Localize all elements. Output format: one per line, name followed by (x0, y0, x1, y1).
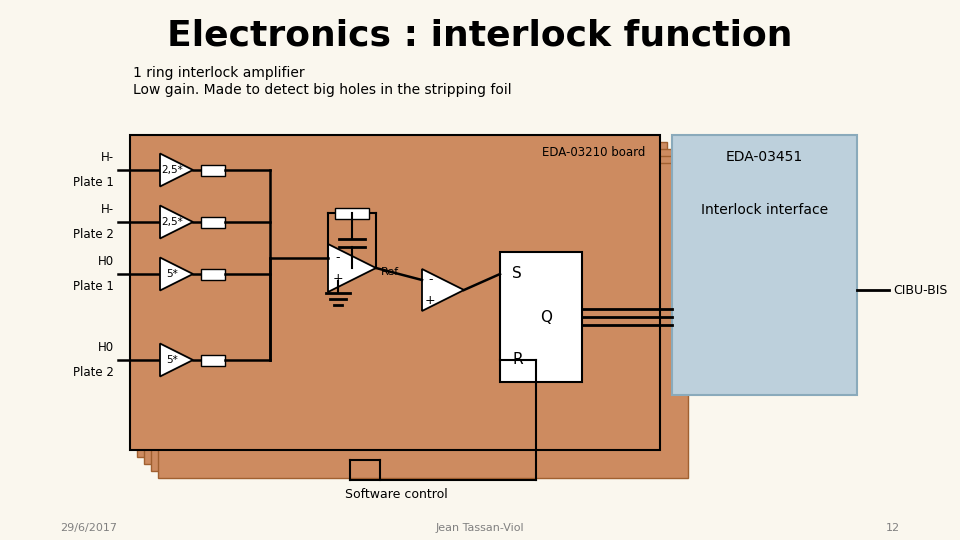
Text: Interlock interface: Interlock interface (701, 203, 828, 217)
Text: -: - (335, 252, 340, 265)
Bar (672, 135, 857, 395)
Text: Low gain. Made to detect big holes in the stripping foil: Low gain. Made to detect big holes in th… (133, 83, 512, 97)
Bar (158, 163, 688, 478)
Bar (144, 149, 674, 464)
Polygon shape (160, 206, 193, 239)
Text: Plate 1: Plate 1 (73, 176, 114, 189)
Polygon shape (160, 153, 193, 186)
Text: +: + (425, 294, 436, 307)
Text: 2,5*: 2,5* (161, 165, 183, 175)
Text: EDA-03451: EDA-03451 (726, 150, 804, 164)
Text: CIBU-BIS: CIBU-BIS (893, 284, 948, 296)
Text: Software control: Software control (345, 488, 447, 501)
Text: EDA-03210 board: EDA-03210 board (541, 146, 645, 159)
Text: Plate 2: Plate 2 (73, 366, 114, 379)
Bar (151, 156, 681, 471)
Text: R: R (512, 353, 522, 368)
Bar (137, 142, 667, 457)
Text: Ref: Ref (381, 267, 399, 277)
Text: Electronics : interlock function: Electronics : interlock function (167, 18, 793, 52)
Bar (201, 165, 225, 176)
Text: Plate 2: Plate 2 (73, 228, 114, 241)
Text: -: - (428, 273, 433, 287)
Polygon shape (422, 269, 464, 311)
Text: H-: H- (101, 203, 114, 216)
Text: Plate 1: Plate 1 (73, 280, 114, 293)
Text: 12: 12 (886, 523, 900, 533)
Bar (500, 252, 582, 382)
Bar (201, 354, 225, 366)
Polygon shape (160, 343, 193, 376)
Text: 1 ring interlock amplifier: 1 ring interlock amplifier (133, 66, 304, 80)
Text: S: S (512, 267, 521, 281)
Text: H0: H0 (98, 255, 114, 268)
Text: H0: H0 (98, 341, 114, 354)
Bar (201, 268, 225, 280)
Text: 2,5*: 2,5* (161, 217, 183, 227)
Bar (201, 217, 225, 227)
Text: Jean Tassan-Viol: Jean Tassan-Viol (436, 523, 524, 533)
Text: 29/6/2017: 29/6/2017 (60, 523, 117, 533)
Text: H-: H- (101, 151, 114, 164)
Bar (335, 207, 369, 219)
Polygon shape (160, 258, 193, 291)
Text: Q: Q (540, 309, 552, 325)
Polygon shape (328, 244, 376, 292)
Text: +: + (332, 272, 343, 285)
Bar (130, 135, 660, 450)
Text: 5*: 5* (166, 269, 178, 279)
Text: 5*: 5* (166, 355, 178, 365)
